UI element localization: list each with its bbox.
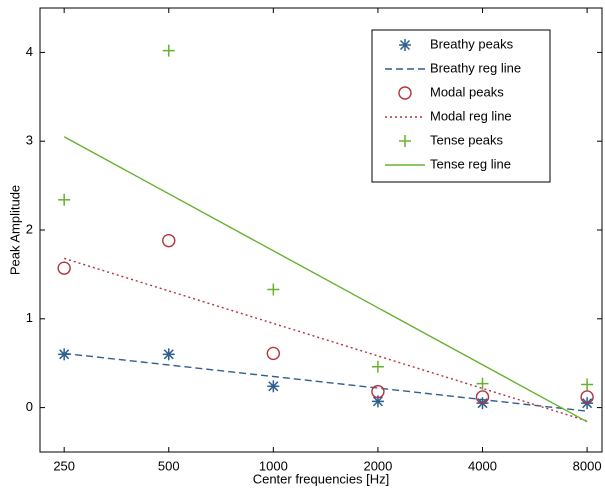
x-tick-label: 4000 bbox=[468, 458, 497, 473]
marker bbox=[371, 360, 384, 373]
marker bbox=[58, 193, 71, 206]
x-tick-label: 500 bbox=[158, 458, 180, 473]
y-tick-label: 4 bbox=[26, 44, 33, 59]
regression-line bbox=[63, 257, 588, 422]
x-tick-label: 8000 bbox=[573, 458, 602, 473]
marker-stroke bbox=[268, 381, 279, 392]
marker bbox=[266, 346, 281, 361]
legend-box bbox=[371, 29, 551, 183]
legend-label: Tense peaks bbox=[430, 132, 503, 147]
regression-line bbox=[63, 136, 588, 423]
marker bbox=[267, 380, 280, 393]
legend-label: Breathy peaks bbox=[430, 36, 514, 51]
y-tick-label: 0 bbox=[26, 399, 33, 414]
legend-label: Modal reg line bbox=[430, 108, 512, 123]
marker bbox=[162, 44, 175, 57]
marker bbox=[476, 377, 489, 390]
marker bbox=[162, 348, 175, 361]
marker bbox=[475, 390, 490, 404]
x-tick-label: 2000 bbox=[363, 458, 392, 473]
marker bbox=[399, 39, 411, 51]
legend-label: Modal peaks bbox=[430, 84, 504, 99]
x-tick-label: 250 bbox=[53, 458, 75, 473]
marker-stroke bbox=[399, 39, 411, 51]
marker bbox=[162, 233, 176, 248]
marker-stroke bbox=[372, 396, 383, 407]
x-axis-label: Center frequencies [Hz] bbox=[253, 471, 390, 486]
marker bbox=[57, 261, 71, 275]
marker bbox=[267, 283, 280, 296]
legend-label: Breathy reg line bbox=[430, 60, 521, 75]
y-tick-label: 3 bbox=[26, 133, 33, 148]
marker bbox=[371, 384, 385, 399]
marker bbox=[580, 390, 594, 404]
y-tick-label: 2 bbox=[26, 221, 33, 236]
marker-stroke bbox=[163, 349, 174, 360]
legend-label: Tense reg line bbox=[430, 156, 511, 171]
regression-line bbox=[64, 352, 588, 412]
y-axis-label: Peak Amplitude bbox=[7, 185, 22, 275]
marker bbox=[398, 86, 412, 100]
x-tick-label: 1000 bbox=[259, 458, 288, 473]
y-tick-label: 1 bbox=[26, 310, 33, 325]
marker bbox=[581, 378, 594, 391]
marker bbox=[399, 135, 411, 147]
marker-stroke bbox=[59, 349, 70, 360]
